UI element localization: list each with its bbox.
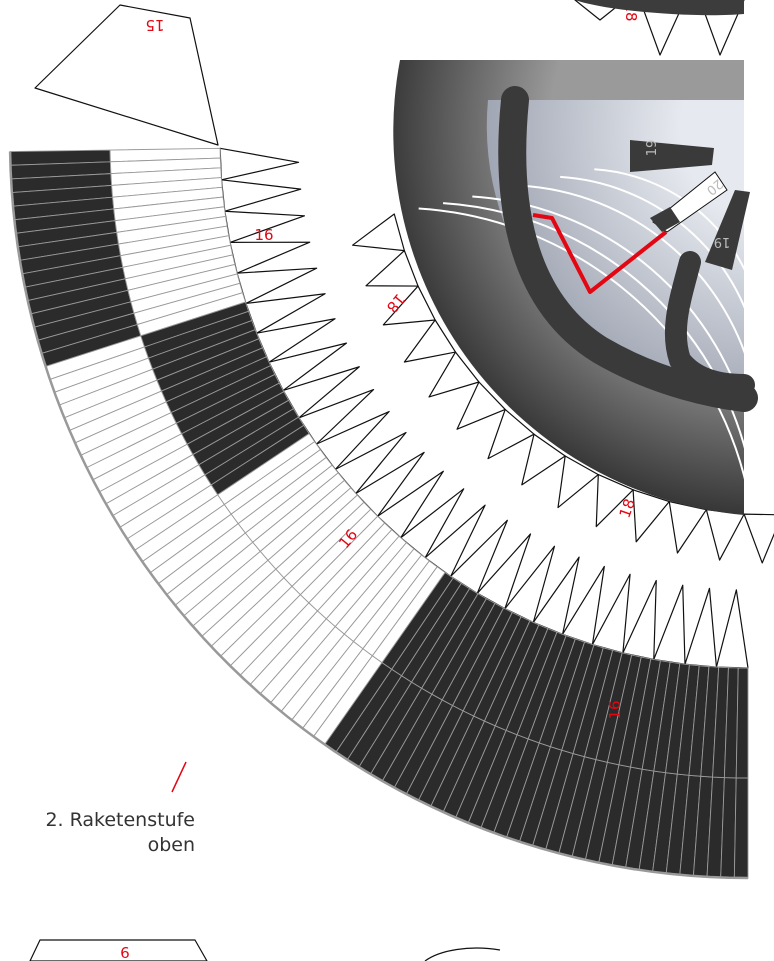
engine-glue-tab — [705, 509, 745, 561]
nozzle-flap-c-dark — [650, 207, 680, 232]
engine-glue-tab — [521, 433, 566, 486]
ring-glue-tab — [219, 147, 300, 181]
engine-glue-tab — [668, 500, 707, 554]
ring-glue-tabs — [219, 147, 749, 669]
engine-pipe-left — [498, 86, 758, 412]
tab-number-nozzle-a: 19 — [645, 140, 660, 157]
engine-section: 19 19 20 18 18 18 — [352, 0, 774, 564]
engine-glue-tab — [403, 319, 457, 363]
engine-top-fragment — [575, 0, 744, 16]
top-glue-flap: 15 — [34, 4, 219, 146]
engine-glue-tab — [557, 455, 599, 509]
tab-number-engine-bottom: 18 — [616, 496, 639, 520]
engine-glue-tab — [743, 513, 774, 564]
engine-glue-tab — [365, 250, 419, 287]
nozzle-flap-b — [705, 190, 750, 270]
ring-glue-tab — [220, 179, 302, 212]
engine-fuel-line — [532, 213, 668, 294]
part-label: 2. Raketenstufe oben — [45, 761, 195, 856]
engine-glue-tabs — [352, 0, 774, 564]
engine-glue-tab — [382, 285, 436, 326]
engine-glue-tab — [595, 473, 634, 528]
engine-glue-tab — [487, 408, 535, 460]
ring-glue-tab — [229, 241, 311, 274]
tab-number-nozzle-b: 19 — [714, 234, 731, 249]
engine-fold-arc — [521, 184, 755, 385]
engine-fold-arc — [560, 175, 758, 345]
engine-glue-tab — [428, 351, 480, 398]
tab-number-ring-upper: 16 — [254, 226, 273, 244]
engine-glue-tab — [632, 489, 670, 543]
engine-fold-arc — [594, 168, 760, 310]
ring-band — [8, 147, 749, 880]
ring-glue-tab — [684, 587, 718, 668]
ring-glue-tab — [715, 589, 749, 669]
bottom-fragment-arc — [424, 947, 501, 961]
bottom-glue-flap: 9 — [29, 939, 208, 961]
tab-number-top: 15 — [145, 16, 164, 34]
engine-fold-arc — [418, 207, 749, 490]
ring-outer-edge — [8, 151, 749, 880]
nozzle-flap-a — [630, 140, 714, 172]
part-label-line2: oben — [148, 834, 195, 856]
engine-glue-tab — [456, 381, 506, 430]
ring-glue-tab — [653, 584, 686, 665]
engine-pipe-right — [664, 251, 755, 396]
ring-stripe-inner — [735, 667, 749, 779]
ring-stripe-outer — [733, 777, 749, 879]
tab-number-ring-lower: 16 — [606, 700, 624, 719]
part-label-line1: 2. Raketenstufe — [45, 809, 195, 831]
engine-glue-tab — [352, 213, 405, 252]
tab-number-bottom: 9 — [120, 943, 130, 961]
